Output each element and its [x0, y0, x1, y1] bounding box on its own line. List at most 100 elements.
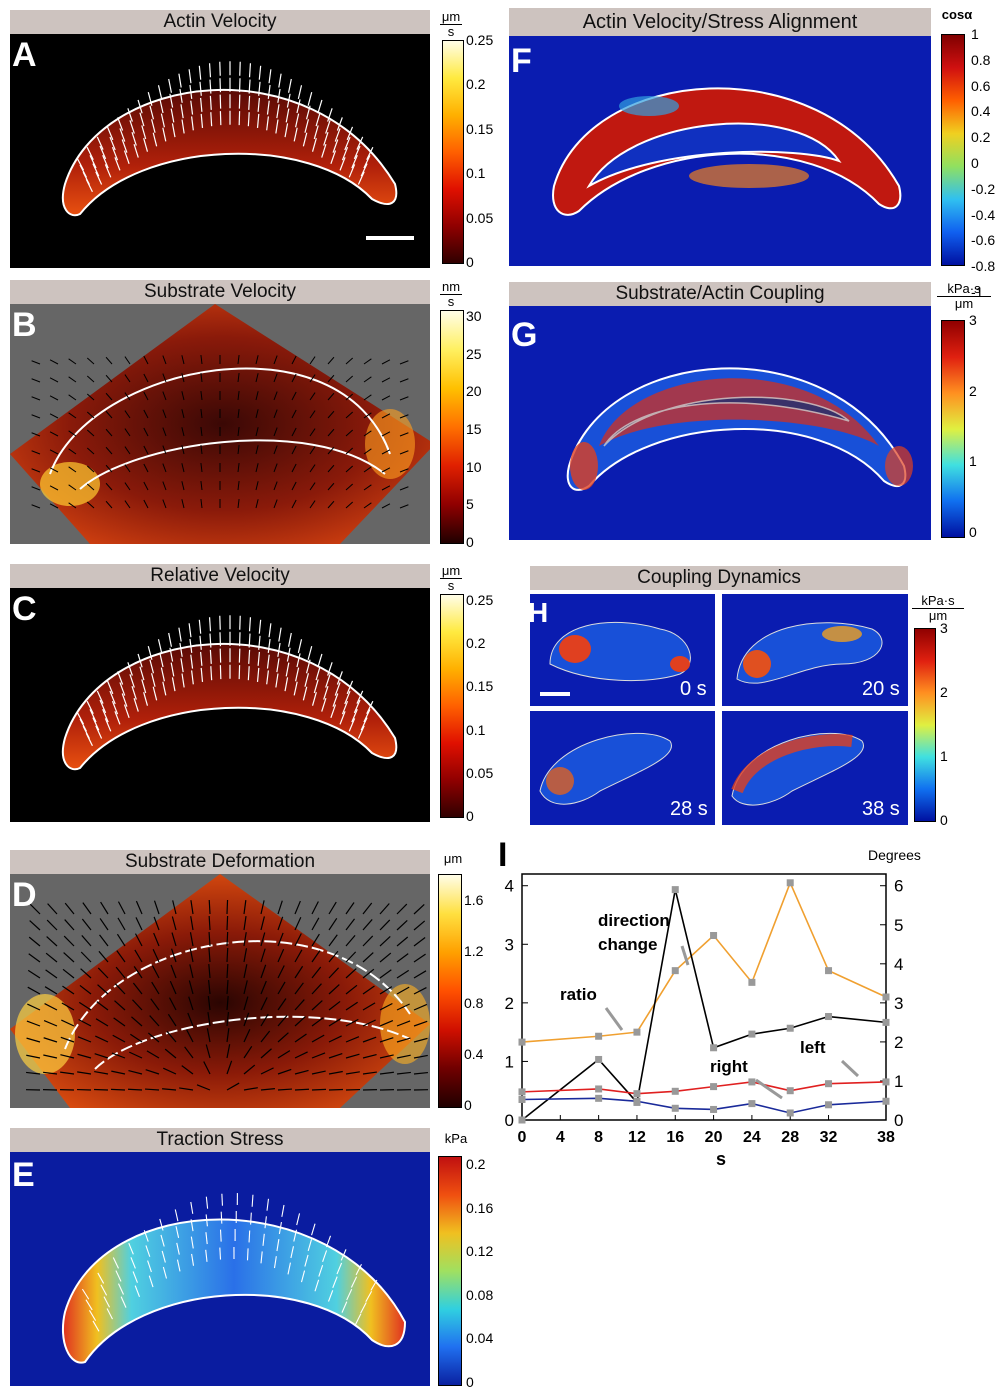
traction-stress-map — [10, 1152, 430, 1386]
substrate-velocity-map — [10, 304, 430, 544]
series-annotation: left — [800, 1038, 826, 1057]
actin-velocity-map — [10, 34, 430, 268]
vector-arrow — [64, 936, 74, 946]
vector-arrow — [191, 1202, 193, 1214]
vector-arrow — [118, 902, 125, 914]
colorbar-tick: 0 — [466, 535, 474, 549]
vector-arrow — [29, 937, 40, 946]
vector-arrow — [329, 1089, 343, 1090]
y-tick-label: 1 — [505, 1052, 514, 1071]
colorbar-tick: 0 — [466, 1375, 474, 1389]
vector-arrow — [221, 1230, 222, 1242]
colorbar-tick: 0.2 — [466, 1157, 485, 1171]
vector-arrow — [328, 357, 334, 364]
panel-g-colorbar — [941, 320, 965, 538]
vector-arrow — [278, 901, 282, 914]
data-point — [825, 1013, 832, 1020]
data-point — [519, 1117, 526, 1124]
data-point — [519, 1039, 526, 1046]
series-annotation: right — [710, 1057, 748, 1076]
vector-arrow — [312, 918, 319, 930]
vector-arrow — [250, 63, 251, 77]
panel-e-unit: kPa — [438, 1132, 474, 1146]
colorbar-tick: -0.2 — [971, 182, 995, 196]
vector-arrow — [179, 74, 181, 88]
panel-e-title: Traction Stress — [10, 1128, 430, 1152]
vector-arrow — [400, 487, 408, 490]
series-annotation: ratio — [560, 985, 597, 1004]
vector-arrow — [222, 1194, 223, 1206]
colorbar-tick: 30 — [466, 309, 482, 323]
vector-arrow — [312, 1224, 315, 1235]
colorbar-tick: 3 — [940, 621, 948, 635]
vector-arrow — [397, 954, 408, 962]
colorbar-tick: 0.2 — [466, 77, 485, 91]
data-point — [710, 1106, 717, 1113]
vector-arrow — [295, 901, 300, 914]
y2-tick-label: 2 — [894, 1033, 903, 1052]
vector-arrow — [400, 361, 408, 364]
x-tick-label: 0 — [518, 1129, 527, 1146]
panel-d-image — [10, 874, 430, 1108]
data-point — [787, 1087, 794, 1094]
colorbar-tick: 0.05 — [466, 211, 493, 225]
panel-c-colorbar — [440, 594, 464, 818]
vector-arrow — [117, 934, 125, 946]
vector-arrow — [382, 378, 390, 382]
vector-arrow — [47, 937, 57, 946]
colorbar-tick: 3 — [969, 313, 977, 327]
vector-arrow — [259, 620, 260, 634]
vector-arrow — [364, 359, 371, 364]
panel-g-letter: G — [511, 318, 537, 352]
colorbar-tick: 25 — [466, 347, 482, 361]
annotation-pointer — [842, 1061, 858, 1076]
panel-d-colorbar — [438, 874, 462, 1108]
vector-arrow — [211, 666, 212, 680]
series-annotation: change — [598, 935, 658, 954]
vector-arrow — [312, 1089, 326, 1090]
vector-arrow — [397, 1072, 411, 1074]
x-tick-label: 8 — [594, 1129, 603, 1146]
vector-arrow — [414, 921, 425, 930]
vector-arrow — [312, 902, 318, 914]
colorbar-tick: 0.4 — [971, 104, 990, 118]
vector-arrow — [136, 901, 142, 914]
data-point — [710, 1083, 717, 1090]
panel-a-title: Actin Velocity — [10, 10, 430, 34]
y2-tick-label: 3 — [894, 994, 903, 1013]
vector-arrow — [179, 628, 181, 642]
data-point — [710, 1044, 717, 1051]
data-point — [787, 1025, 794, 1032]
panel-c-title: Relative Velocity — [10, 564, 430, 588]
vector-arrow — [363, 953, 373, 962]
vector-arrow — [298, 85, 301, 99]
colorbar-tick: 15 — [466, 422, 482, 436]
vector-arrow — [397, 904, 407, 914]
vector-arrow — [318, 654, 322, 667]
vector-arrow — [158, 85, 161, 99]
vector-arrow — [397, 920, 407, 930]
vector-arrow — [32, 397, 40, 400]
colorbar-tick: 1 — [969, 454, 977, 468]
data-point — [672, 1105, 679, 1112]
data-point — [633, 1098, 640, 1105]
vector-arrow — [227, 932, 228, 946]
panel-e-image — [10, 1152, 430, 1386]
vector-arrow — [259, 66, 260, 80]
vector-arrow — [363, 919, 372, 930]
vector-arrow — [346, 919, 355, 930]
vector-arrow — [414, 954, 426, 962]
vector-arrow — [380, 953, 391, 962]
time-label-20: 20 s — [862, 678, 900, 701]
data-point — [748, 979, 755, 986]
panel-f-title: Actin Velocity/Stress Alignment — [509, 8, 931, 36]
x-tick-label: 12 — [628, 1129, 646, 1146]
panel-f-colorbar — [941, 34, 965, 266]
vector-arrow — [329, 902, 336, 914]
